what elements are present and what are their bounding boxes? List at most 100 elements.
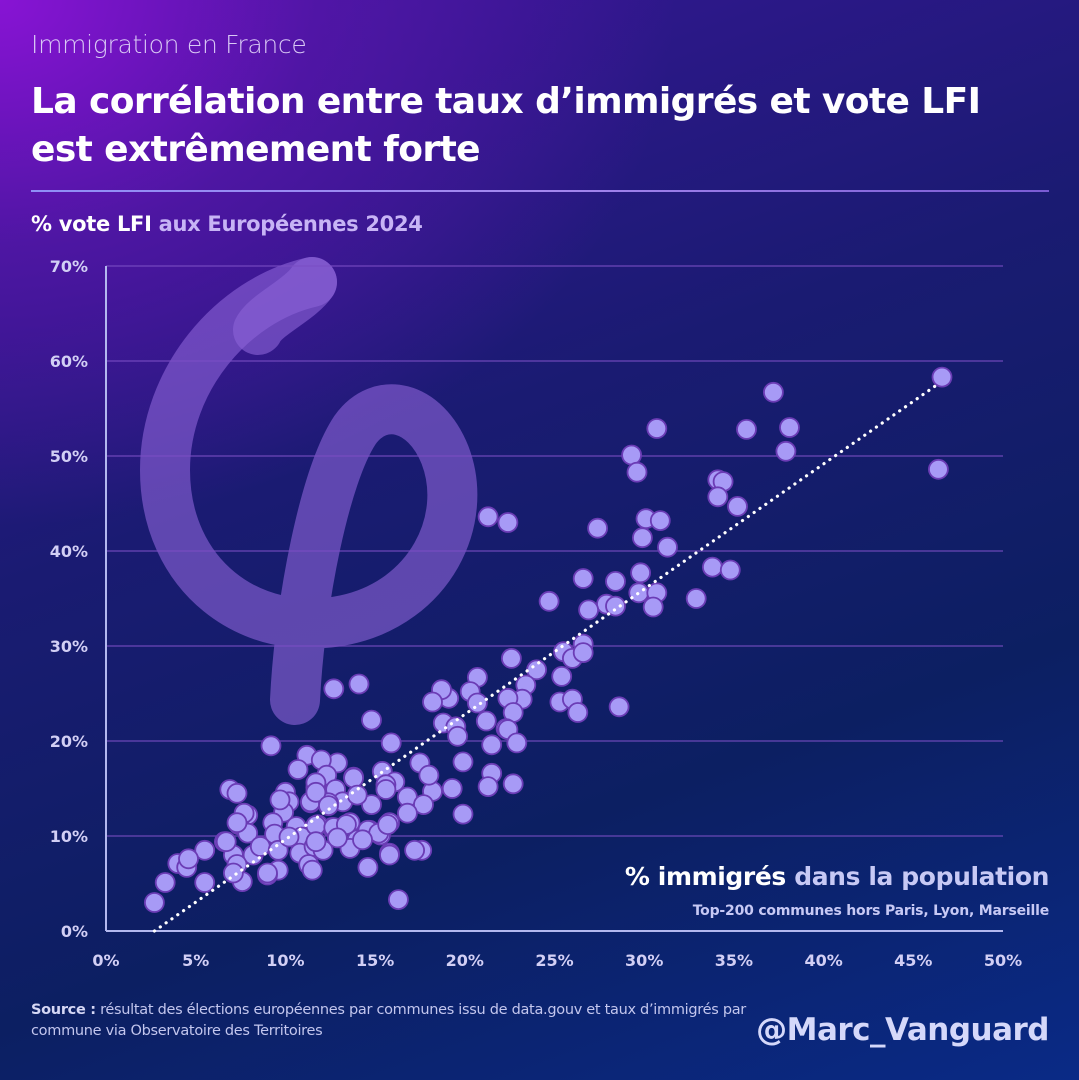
data-point xyxy=(318,795,339,816)
data-point xyxy=(343,767,365,789)
x-axis-title-rest: dans la population xyxy=(785,862,1049,891)
x-tick-label: 35% xyxy=(715,951,753,970)
data-point xyxy=(931,366,953,388)
y-tick-label: 50% xyxy=(50,447,88,466)
data-point xyxy=(269,789,291,811)
data-point xyxy=(608,696,630,718)
data-point xyxy=(361,794,382,815)
x-tick-label: 45% xyxy=(894,951,932,970)
data-point xyxy=(587,517,608,539)
data-point xyxy=(477,776,499,797)
x-tick-label: 20% xyxy=(446,951,484,970)
data-point xyxy=(578,599,599,621)
data-point xyxy=(413,794,434,815)
data-point xyxy=(466,692,488,714)
trendline xyxy=(152,382,941,933)
x-tick-label: 25% xyxy=(535,951,573,970)
data-point xyxy=(361,709,382,731)
data-point xyxy=(301,859,323,881)
data-point xyxy=(572,568,594,589)
data-point xyxy=(702,556,723,578)
data-point xyxy=(346,784,368,806)
x-axis-subtitle: Top-200 communes hors Paris, Lyon, Marse… xyxy=(692,903,1050,919)
data-point xyxy=(287,759,309,780)
data-point xyxy=(572,642,594,663)
data-point xyxy=(348,673,370,695)
data-point xyxy=(452,751,474,773)
data-point xyxy=(452,803,474,825)
data-point xyxy=(763,381,784,403)
data-point xyxy=(380,732,402,754)
y-tick-label: 70% xyxy=(50,257,88,276)
data-point xyxy=(736,418,757,440)
data-point xyxy=(626,461,648,483)
lfi-phi-logo-icon xyxy=(139,257,478,725)
data-point xyxy=(779,417,800,438)
data-point xyxy=(249,836,271,857)
data-point xyxy=(323,678,345,700)
data-point xyxy=(928,458,949,480)
data-point xyxy=(422,691,443,713)
y-tick-label: 20% xyxy=(50,732,88,751)
data-point xyxy=(194,839,216,861)
data-point xyxy=(481,734,503,756)
data-point xyxy=(215,831,237,853)
data-point xyxy=(194,872,216,893)
y-tick-label: 0% xyxy=(61,922,88,941)
data-point xyxy=(477,506,499,528)
data-point xyxy=(379,844,400,866)
data-point xyxy=(377,814,399,835)
data-point xyxy=(605,571,626,592)
data-point xyxy=(447,725,469,747)
data-point xyxy=(775,440,797,462)
data-point xyxy=(646,418,668,439)
data-point xyxy=(475,710,497,732)
data-point xyxy=(567,702,589,723)
data-point xyxy=(357,857,379,878)
data-point xyxy=(719,559,741,581)
data-point xyxy=(418,764,440,786)
data-point xyxy=(497,512,519,533)
chart-title: La corrélation entre taux d’immigrés et … xyxy=(31,81,981,170)
source-label: Source : xyxy=(31,1002,96,1018)
x-tick-label: 30% xyxy=(625,951,663,970)
x-axis-title: % immigrés dans la population xyxy=(625,862,1050,891)
data-point xyxy=(178,848,199,870)
data-point xyxy=(506,732,528,754)
data-point xyxy=(630,562,651,584)
data-point xyxy=(226,812,248,834)
data-point xyxy=(226,782,248,804)
source-note: Source : résultat des élections européen… xyxy=(31,1000,751,1042)
x-tick-label: 0% xyxy=(92,951,119,970)
y-axis-title-rest: aux Européennes 2024 xyxy=(151,212,423,236)
data-point xyxy=(727,495,748,517)
author-handle: @Marc_Vanguard xyxy=(756,1012,1049,1048)
y-tick-label: 30% xyxy=(50,637,88,656)
data-point xyxy=(642,596,664,618)
data-point xyxy=(305,781,327,803)
y-tick-label: 10% xyxy=(50,827,88,846)
y-axis-title-highlight: % vote LFI xyxy=(31,212,152,236)
x-tick-label: 5% xyxy=(182,951,209,970)
x-tick-label: 50% xyxy=(984,951,1022,970)
data-point xyxy=(404,839,426,861)
source-text: résultat des élections européennes par c… xyxy=(31,1002,746,1039)
data-point xyxy=(260,735,282,757)
data-point xyxy=(143,892,165,913)
data-point xyxy=(551,666,573,687)
data-point xyxy=(267,839,289,861)
data-point xyxy=(352,829,373,851)
data-point xyxy=(387,889,409,910)
data-point xyxy=(375,779,397,800)
y-tick-label: 60% xyxy=(50,352,88,371)
x-tick-label: 10% xyxy=(266,951,304,970)
data-point xyxy=(396,802,418,824)
data-point xyxy=(621,444,642,466)
data-point xyxy=(305,831,327,853)
data-point xyxy=(685,588,707,609)
y-axis-title: % vote LFI aux Européennes 2024 xyxy=(31,212,423,236)
data-point xyxy=(657,536,678,558)
data-point xyxy=(605,595,626,617)
title-separator xyxy=(31,190,1049,192)
